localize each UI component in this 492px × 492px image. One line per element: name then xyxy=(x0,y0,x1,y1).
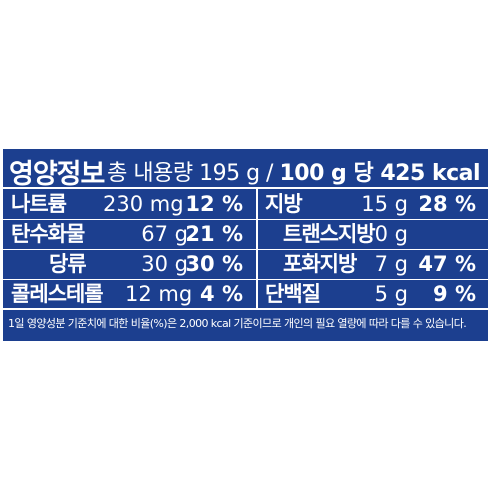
nutrient-amount: 12 mg xyxy=(125,282,193,306)
nutrient-percent: 12 % xyxy=(185,192,243,216)
nutrient-name: 나트륨 xyxy=(11,192,67,216)
nutrition-facts-panel: 영양정보 총 내용량 195 g / 100 g 당 425 kcal 나트륨 … xyxy=(3,149,488,341)
nutrient-row: 콜레스테롤 12 mg 4 % 단백질 5 g 9 % xyxy=(3,279,488,309)
nutrient-row: 나트륨 230 mg 12 % 지방 15 g 28 % xyxy=(3,189,488,219)
nutrient-row: 탄수화물 67 g 21 % 트랜스지방 0 g xyxy=(3,219,488,249)
nutrient-name: 탄수화물 xyxy=(11,222,85,246)
column-divider xyxy=(256,189,258,308)
nutrient-name: 단백질 xyxy=(265,282,321,306)
nutrient-name: 트랜스지방 xyxy=(283,222,376,246)
divider-top xyxy=(3,187,488,189)
daily-value-footnote: 1일 영양성분 기준치에 대한 비율(%)은 2,000 kcal 기준이므로 … xyxy=(8,317,467,330)
divider-bottom xyxy=(3,308,488,310)
row-divider xyxy=(3,279,488,280)
nutrient-name: 지방 xyxy=(265,192,303,216)
title-row: 영양정보 총 내용량 195 g / 100 g 당 425 kcal xyxy=(3,149,488,190)
nutrient-name: 당류 xyxy=(49,252,87,276)
per-serving-calories: 100 g 당 425 kcal xyxy=(279,161,480,186)
nutrient-amount: 230 mg xyxy=(103,192,184,216)
row-divider xyxy=(3,219,488,220)
serving-info: 총 내용량 195 g / 100 g 당 425 kcal xyxy=(107,155,480,187)
panel-title: 영양정보 xyxy=(9,159,105,190)
nutrient-row: 당류 30 g 30 % 포화지방 7 g 47 % xyxy=(3,249,488,279)
nutrient-percent: 9 % xyxy=(433,282,476,306)
row-divider xyxy=(3,249,488,250)
nutrient-percent: 21 % xyxy=(185,222,243,246)
nutrient-percent: 28 % xyxy=(418,192,476,216)
total-content-label: 총 내용량 195 g / xyxy=(107,161,273,186)
nutrient-amount: 5 g xyxy=(374,282,408,306)
nutrient-percent: 30 % xyxy=(185,252,243,276)
nutrient-amount: 30 g xyxy=(141,252,188,276)
nutrient-percent: 47 % xyxy=(418,252,476,276)
nutrient-amount: 7 g xyxy=(374,252,408,276)
nutrient-percent: 4 % xyxy=(200,282,243,306)
nutrient-amount: 15 g xyxy=(361,192,408,216)
nutrient-amount: 67 g xyxy=(141,222,188,246)
nutrient-amount: 0 g xyxy=(374,222,408,246)
nutrient-name: 포화지방 xyxy=(283,252,357,276)
nutrient-name: 콜레스테롤 xyxy=(11,282,104,306)
